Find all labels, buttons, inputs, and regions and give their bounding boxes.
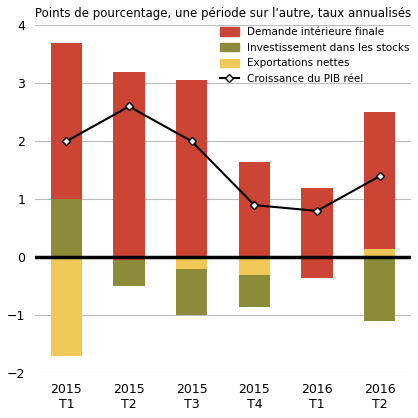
Bar xyxy=(176,269,207,315)
Bar xyxy=(176,80,207,269)
Bar xyxy=(51,43,82,199)
Bar xyxy=(364,257,395,321)
Bar xyxy=(113,71,145,260)
Bar xyxy=(51,199,82,257)
Text: Points de pourcentage, une période sur l'autre, taux annualisés: Points de pourcentage, une période sur l… xyxy=(35,7,411,20)
Bar xyxy=(239,257,270,275)
Bar xyxy=(364,112,395,249)
Bar xyxy=(113,260,145,286)
Bar xyxy=(51,257,82,356)
Bar xyxy=(364,249,395,257)
Bar xyxy=(239,275,270,307)
Bar xyxy=(301,188,333,278)
Bar xyxy=(239,162,270,275)
Bar xyxy=(176,257,207,269)
Legend: Demande intérieure finale, Investissement dans les stocks, Exportations nettes, : Demande intérieure finale, Investissemen… xyxy=(220,27,410,84)
